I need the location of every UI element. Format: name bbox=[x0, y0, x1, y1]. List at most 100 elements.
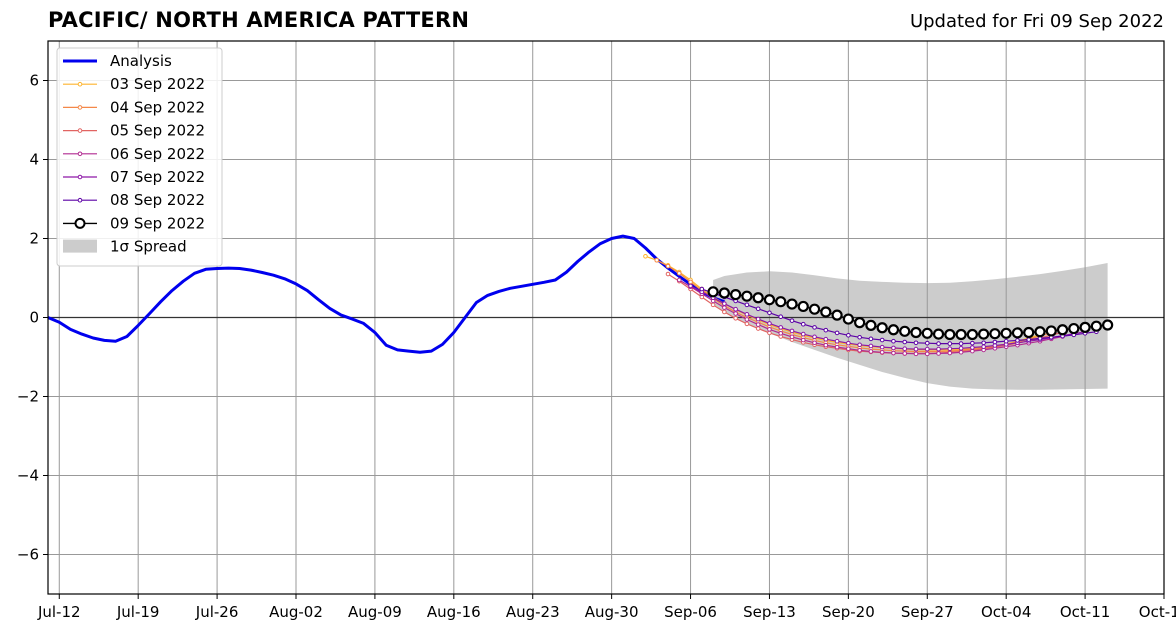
data-point bbox=[970, 340, 975, 346]
legend-label: Analysis bbox=[110, 52, 172, 70]
data-point bbox=[800, 331, 806, 337]
x-tick-label: Aug-16 bbox=[427, 603, 481, 621]
data-point bbox=[755, 326, 761, 331]
legend-label: 09 Sep 2022 bbox=[110, 214, 205, 232]
data-point bbox=[812, 334, 817, 340]
data-point bbox=[722, 305, 727, 310]
data-point bbox=[958, 349, 964, 355]
data-point bbox=[1056, 324, 1069, 336]
data-point bbox=[763, 294, 776, 306]
data-point bbox=[1011, 327, 1024, 339]
data-point bbox=[665, 271, 671, 277]
data-point bbox=[1068, 322, 1080, 335]
legend-label: 08 Sep 2022 bbox=[110, 191, 205, 209]
data-point bbox=[1090, 320, 1102, 332]
legend-label: 06 Sep 2022 bbox=[110, 145, 205, 163]
x-tick-label: Oct-18 bbox=[1139, 603, 1176, 621]
data-point bbox=[902, 351, 908, 356]
data-point bbox=[842, 313, 854, 325]
data-point bbox=[718, 287, 730, 299]
x-tick-label: Oct-11 bbox=[1060, 603, 1110, 621]
data-point bbox=[846, 346, 851, 352]
data-point bbox=[966, 328, 978, 341]
data-point bbox=[924, 351, 930, 357]
data-point bbox=[733, 311, 738, 316]
data-point bbox=[755, 306, 761, 312]
legend-marker bbox=[77, 197, 83, 203]
data-point bbox=[876, 322, 888, 334]
data-point bbox=[812, 340, 817, 346]
data-point bbox=[778, 325, 784, 330]
series-layer bbox=[47, 234, 1114, 357]
data-point bbox=[1000, 327, 1012, 339]
data-point bbox=[891, 345, 896, 351]
data-point bbox=[992, 339, 998, 345]
data-point bbox=[752, 292, 764, 304]
y-tick-label: −6 bbox=[17, 546, 39, 564]
data-point bbox=[722, 309, 727, 315]
data-point bbox=[947, 346, 953, 352]
data-point bbox=[741, 290, 753, 302]
x-tick-label: Jul-26 bbox=[195, 603, 239, 621]
data-point bbox=[808, 303, 821, 315]
data-point bbox=[902, 339, 908, 345]
data-point bbox=[800, 321, 806, 327]
x-tick-label: Aug-23 bbox=[506, 603, 560, 621]
data-point bbox=[800, 337, 806, 343]
data-point bbox=[744, 321, 750, 327]
data-point bbox=[733, 306, 738, 312]
data-point bbox=[643, 253, 648, 259]
y-tick-label: 6 bbox=[29, 72, 39, 90]
data-point bbox=[846, 332, 851, 338]
data-point bbox=[778, 331, 784, 336]
legend-label: 1σ Spread bbox=[110, 238, 187, 256]
data-point bbox=[710, 302, 716, 308]
data-point bbox=[730, 288, 742, 301]
data-point bbox=[978, 328, 990, 340]
x-tick-label: Aug-09 bbox=[348, 603, 402, 621]
data-point bbox=[797, 300, 809, 313]
x-tick-label: Sep-20 bbox=[822, 603, 875, 621]
data-point bbox=[744, 312, 750, 317]
data-point bbox=[891, 350, 896, 356]
data-point bbox=[958, 341, 964, 346]
data-point bbox=[989, 328, 1001, 340]
x-tick-label: Aug-30 bbox=[585, 603, 639, 621]
legend-label: 04 Sep 2022 bbox=[110, 98, 205, 116]
data-point bbox=[767, 310, 772, 316]
data-point bbox=[1079, 321, 1091, 333]
data-point bbox=[902, 346, 908, 352]
data-point bbox=[767, 321, 772, 326]
data-point bbox=[775, 296, 787, 308]
x-tick-label: Jul-12 bbox=[37, 603, 81, 621]
data-point bbox=[1023, 326, 1035, 339]
data-point bbox=[812, 325, 817, 330]
data-point bbox=[823, 342, 829, 348]
data-point bbox=[910, 326, 922, 339]
grid-layer bbox=[48, 41, 1165, 594]
data-point bbox=[1003, 338, 1009, 344]
data-point bbox=[733, 315, 738, 321]
y-tick-label: 4 bbox=[29, 151, 39, 169]
chart-subtitle: Updated for Fri 09 Sep 2022 bbox=[909, 11, 1164, 32]
y-tick-label: −2 bbox=[17, 388, 39, 406]
x-tick-label: Sep-13 bbox=[743, 603, 796, 621]
x-tick-label: Oct-04 bbox=[981, 603, 1031, 621]
chart-title: PACIFIC/ NORTH AMERICA PATTERN bbox=[48, 8, 470, 32]
data-point bbox=[688, 283, 693, 289]
spread-layer bbox=[713, 263, 1108, 390]
data-point bbox=[879, 344, 885, 350]
data-point bbox=[981, 344, 986, 350]
data-point bbox=[932, 328, 945, 340]
data-point bbox=[1045, 325, 1057, 337]
data-point bbox=[857, 342, 862, 348]
data-point bbox=[947, 350, 953, 356]
data-point bbox=[936, 351, 941, 356]
data-point bbox=[823, 336, 829, 342]
x-tick-label: Aug-02 bbox=[269, 603, 323, 621]
data-point bbox=[857, 347, 862, 353]
data-point bbox=[887, 324, 900, 336]
data-point bbox=[786, 298, 798, 310]
data-point bbox=[913, 340, 919, 346]
